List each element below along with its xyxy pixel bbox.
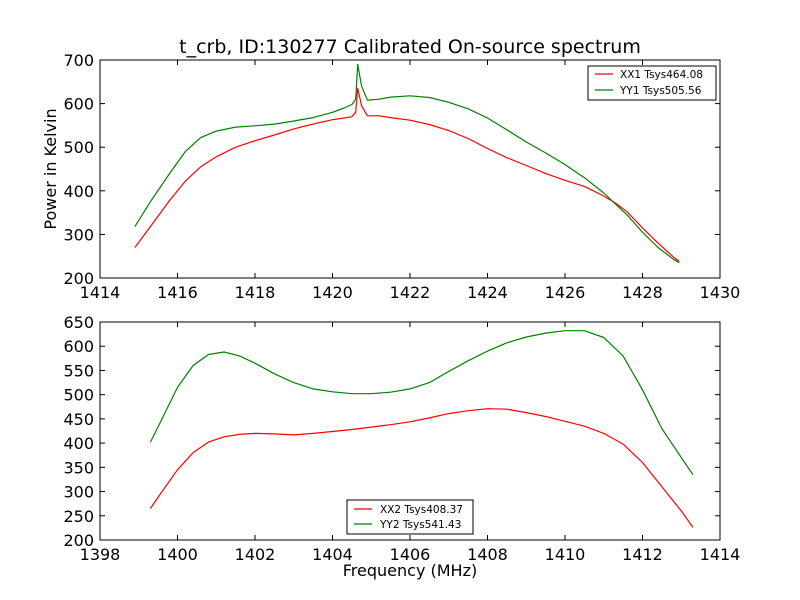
series-line-yy1 <box>134 63 680 264</box>
ticks-group: 1414 1416 1418 1420 1422 1424 1426 1428 1430 200 3… <box>63 51 740 302</box>
legend-label-yy1: YY1 Tsys505.56 <box>619 85 702 97</box>
x-tick-label: 1416 <box>157 283 198 302</box>
legend-box <box>587 65 717 101</box>
x-tick-label: 1426 <box>545 283 586 302</box>
x-tick-label: 1404 <box>312 545 353 564</box>
y-tick-label: 350 <box>63 458 94 477</box>
x-tick-label: 1398 <box>80 545 121 564</box>
y-tick-label: 400 <box>63 434 94 453</box>
y-tick-label: 250 <box>63 507 94 526</box>
plot-frame <box>99 321 721 541</box>
legend-label-xx1: XX1 Tsys464.08 <box>620 69 703 81</box>
x-tick-label: 1408 <box>467 545 508 564</box>
y-tick-label: 300 <box>63 225 94 244</box>
y-tick-label: 600 <box>63 337 94 356</box>
y-tick-label: 550 <box>63 361 94 380</box>
y-tick-label: 200 <box>63 531 94 550</box>
chart-title: t_crb, ID:130277 Calibrated On-source sp… <box>179 36 641 58</box>
series-line-xx2 <box>149 408 694 528</box>
x-tick-label: 1418 <box>235 283 276 302</box>
legend: XX2 Tsys408.37 YY2 Tsys541.43 <box>346 499 474 535</box>
y-tick-label: 450 <box>63 410 94 429</box>
y-tick-label: 200 <box>63 269 94 288</box>
x-tick-label: 1402 <box>235 545 276 564</box>
y-tick-label: 500 <box>63 138 94 157</box>
y-tick-label: 400 <box>63 182 94 201</box>
legend: XX1 Tsys464.08 YY1 Tsys505.56 <box>587 65 717 101</box>
x-tick-label: 1412 <box>622 545 663 564</box>
legend-label-yy2: YY2 Tsys541.43 <box>379 519 461 531</box>
y-tick-label: 700 <box>63 51 94 70</box>
y-axis-label: Power in Kelvin <box>41 108 60 229</box>
top-chart: t_crb, ID:130277 Calibrated On-source sp… <box>41 36 740 302</box>
series-group <box>134 63 680 264</box>
x-tick-label: 1422 <box>390 283 431 302</box>
x-tick-label: 1420 <box>312 283 353 302</box>
bottom-chart: Frequency (MHz) 1398 1400 1402 1404 1406 1408… <box>63 313 740 580</box>
x-axis-label: Frequency (MHz) <box>343 561 477 580</box>
y-tick-label: 600 <box>63 95 94 114</box>
plot-frame <box>99 59 721 279</box>
series-line-xx1 <box>134 87 680 262</box>
ticks-group: 1398 1400 1402 1404 1406 1408 1410 1412 1414 200 2… <box>63 313 740 564</box>
series-line-yy2 <box>149 330 694 475</box>
x-tick-label: 1400 <box>157 545 198 564</box>
series-group <box>149 330 694 528</box>
legend-box <box>346 499 474 535</box>
y-tick-label: 650 <box>63 313 94 332</box>
x-tick-label: 1428 <box>622 283 663 302</box>
legend-label-xx2: XX2 Tsys408.37 <box>380 504 463 516</box>
y-tick-label: 300 <box>63 483 94 502</box>
x-tick-label: 1410 <box>545 545 586 564</box>
y-tick-label: 500 <box>63 386 94 405</box>
x-tick-label: 1414 <box>80 283 121 302</box>
x-tick-label: 1430 <box>700 283 741 302</box>
x-tick-label: 1424 <box>467 283 508 302</box>
x-tick-label: 1406 <box>390 545 431 564</box>
x-tick-label: 1414 <box>700 545 741 564</box>
